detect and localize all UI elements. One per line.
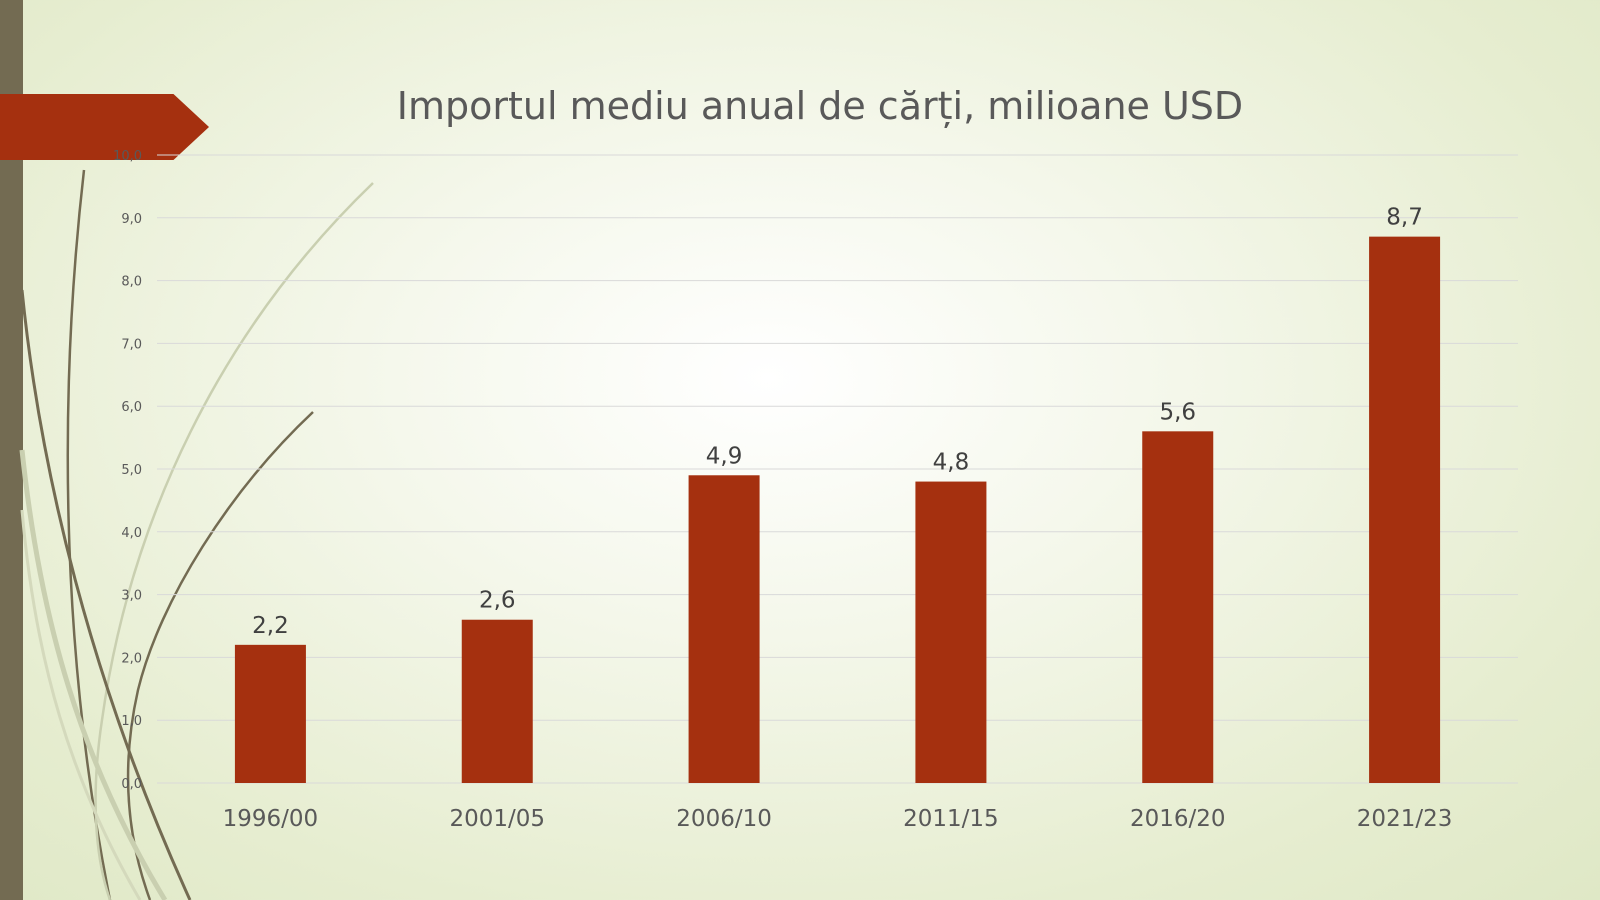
data-label: 2,6	[479, 588, 516, 614]
y-tick-label: 3,0	[121, 589, 142, 604]
y-tick-label: 4,0	[121, 526, 142, 541]
y-tick-label: 8,0	[121, 275, 142, 290]
x-tick-label: 2001/05	[449, 806, 545, 832]
y-tick-label: 5,0	[121, 463, 142, 478]
title-arrow-shape	[0, 94, 209, 160]
slide-accent-bar	[0, 0, 23, 900]
bar	[234, 644, 306, 783]
bar	[688, 475, 760, 783]
bar	[1369, 236, 1441, 783]
data-label: 4,8	[933, 450, 970, 476]
x-tick-label: 1996/00	[223, 806, 319, 832]
y-tick-label: 0,0	[121, 777, 142, 792]
data-label: 5,6	[1159, 399, 1196, 425]
chart-title: Importul mediu anual de cărți, milioane …	[396, 84, 1244, 128]
x-tick-label: 2011/15	[903, 806, 999, 832]
y-tick-label: 9,0	[121, 212, 142, 227]
y-tick-label: 7,0	[121, 337, 142, 352]
y-tick-label: 6,0	[121, 400, 142, 415]
data-label: 4,9	[706, 443, 743, 469]
bar	[461, 619, 533, 783]
y-tick-label: 1,0	[121, 714, 142, 729]
y-tick-label: 2,0	[121, 651, 142, 666]
x-tick-label: 2021/23	[1357, 806, 1453, 832]
data-label: 8,7	[1386, 205, 1423, 231]
data-label: 2,2	[252, 613, 289, 639]
x-tick-label: 2006/10	[676, 806, 772, 832]
x-tick-label: 2016/20	[1130, 806, 1226, 832]
bar	[1142, 431, 1214, 783]
bar	[915, 481, 987, 783]
y-tick-label: 10,0	[113, 149, 142, 164]
